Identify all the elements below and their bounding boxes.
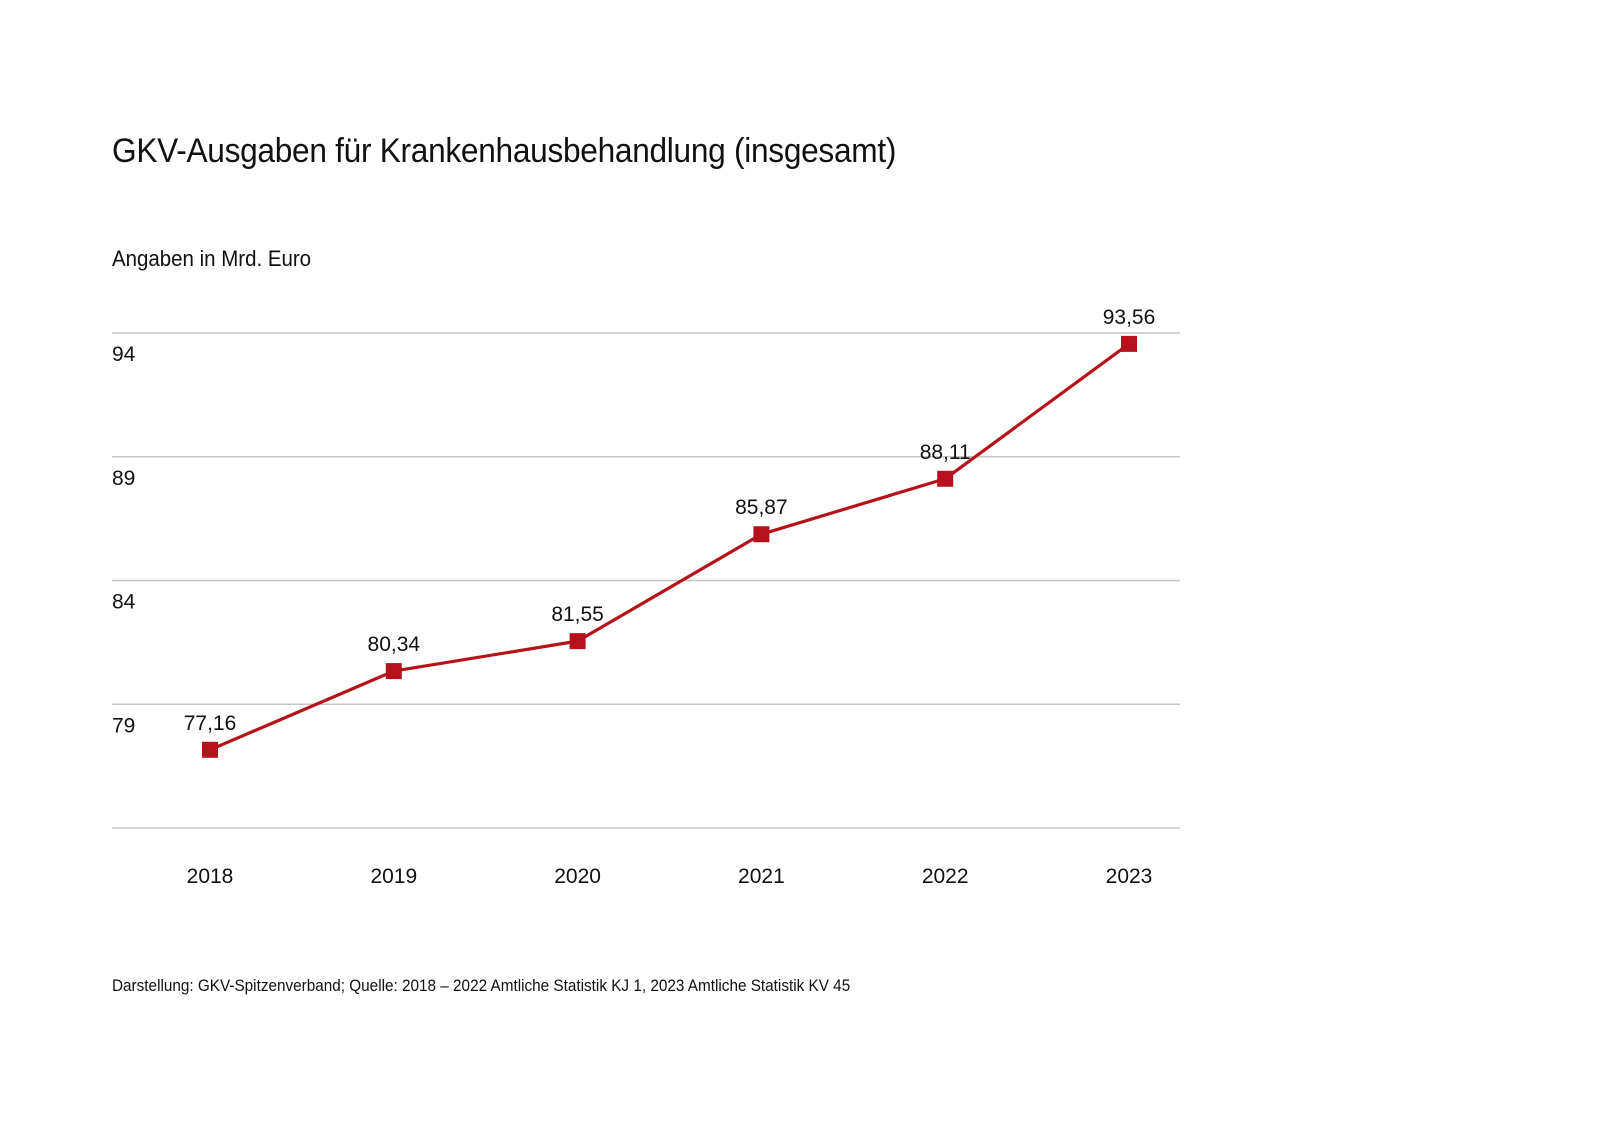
series-line	[209, 342, 1130, 752]
gridlines	[112, 332, 1180, 829]
data-label: 93,56	[1103, 306, 1156, 329]
data-label: 88,11	[920, 441, 971, 464]
y-axis-tick-labels: 94 89 84 79	[112, 343, 136, 737]
series-line-layer	[209, 342, 1130, 752]
x-tick-label: 2022	[922, 865, 969, 888]
data-point-marker	[753, 526, 770, 543]
y-tick-label: 89	[112, 467, 135, 490]
x-tick-label: 2023	[1106, 865, 1153, 888]
x-tick-label: 2018	[187, 865, 234, 888]
data-point-marker	[937, 470, 954, 487]
x-tick-label: 2020	[554, 865, 601, 888]
y-tick-label: 79	[112, 714, 135, 737]
data-label: 85,87	[735, 496, 788, 519]
data-label: 77,16	[184, 712, 237, 735]
series-markers	[202, 335, 1137, 758]
x-tick-label: 2019	[370, 865, 417, 888]
y-tick-label: 84	[112, 591, 136, 614]
y-tick-label: 94	[112, 343, 136, 366]
chart-subtitle-unit: Angaben in Mrd. Euro	[112, 246, 312, 271]
data-point-marker	[202, 741, 218, 758]
data-point-marker	[385, 663, 402, 680]
data-point-marker	[569, 633, 586, 650]
chart-title: GKV-Ausgaben für Krankenhausbehandlung (…	[112, 132, 897, 170]
data-label: 81,55	[551, 603, 604, 626]
data-labels: 77,16 80,34 81,55 85,87 88,11 93,56	[184, 306, 1156, 735]
x-tick-label: 2021	[738, 865, 785, 888]
data-point-marker	[1121, 335, 1137, 352]
source-footnote: Darstellung: GKV-Spitzenverband; Quelle:…	[112, 976, 851, 995]
x-axis-tick-labels: 2018 2019 2020 2021 2022 2023	[187, 865, 1153, 888]
data-label: 80,34	[368, 633, 421, 656]
